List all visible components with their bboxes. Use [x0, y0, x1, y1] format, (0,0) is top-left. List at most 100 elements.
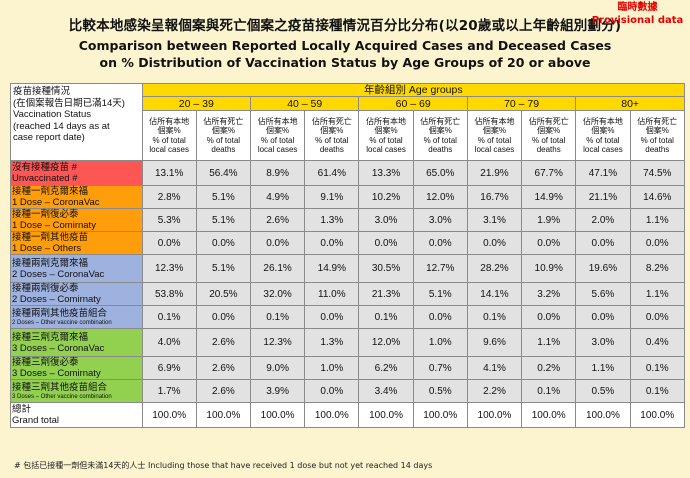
table-cell: 61.4%	[304, 160, 360, 186]
table-cell: 10.9%	[521, 254, 577, 283]
table-row: 接種兩劑克爾來福 2 Doses – CoronaVac 12.3% 5.1% 26.1…	[10, 254, 686, 283]
table-cell: 0.0%	[521, 305, 577, 329]
row-label-zh: 接種三劑其他疫苗組合	[12, 381, 108, 393]
status-header-line: case report date)	[13, 132, 85, 143]
table-cell: 0.1%	[466, 305, 523, 329]
table-cell: 100.0%	[412, 402, 468, 428]
subheader-line: deaths	[428, 145, 453, 154]
subheader-line: 個案%	[157, 126, 181, 135]
table-cell: 21.9%	[466, 160, 523, 186]
table-row: 接種一劑克爾來福 1 Dose – CoronaVac 2.8% 5.1% 4.9% 9.…	[10, 185, 686, 209]
table-cell: 1.9%	[521, 208, 577, 232]
page-title-zh: 比較本地感染呈報個案與死亡個案之疫苗接種情況百分比分布(以20歲或以上年齡組別劃…	[68, 18, 622, 34]
provisional-label: 臨時數據 Provisional data	[590, 1, 685, 27]
table-cell: 6.2%	[358, 356, 414, 380]
table-cell: 0.0%	[412, 305, 468, 329]
table-row: 接種兩劑其他疫苗組合 2 Doses – Other vaccine combin…	[10, 305, 686, 329]
status-header-line: (reached 14 days as at	[13, 120, 110, 132]
table-cell: 0.0%	[521, 231, 577, 255]
row-label-zh: 總計	[12, 404, 32, 415]
table-cell: 12.3%	[141, 254, 197, 283]
table-cell: 0.1%	[521, 379, 577, 403]
deaths-subheader: 佔所有死亡 個案%% of total deaths	[304, 110, 360, 161]
row-label-zh: 接種三劑復必泰	[12, 357, 79, 368]
row-label-zh: 接種兩劑復必泰	[12, 283, 79, 294]
table-cell: 3.0%	[412, 208, 468, 232]
table-cell: 21.1%	[575, 185, 631, 209]
table-cell: 67.7%	[521, 160, 577, 186]
age-group-header: 70 – 79	[466, 96, 577, 111]
table-cell: 2.6%	[195, 328, 252, 357]
table-cell: 100.0%	[304, 402, 360, 428]
table-cell: 5.1%	[195, 208, 252, 232]
table-cell: 100.0%	[358, 402, 414, 428]
table-cell: 2.6%	[195, 379, 252, 403]
subheader-line: 佔所有本地	[257, 116, 298, 126]
subheader-line: 個案%	[482, 126, 507, 135]
row-label-zh: 接種兩劑其他疫苗組合	[12, 307, 108, 319]
table-cell: 3.4%	[358, 379, 414, 403]
row-label-en: Grand total	[12, 415, 59, 426]
row-label-en: 1 Dose – Others	[12, 243, 82, 254]
table-row: 接種三劑克爾來福 3 Doses – CoronaVac 4.0% 2.6% 12.3%…	[10, 328, 686, 357]
subheader-line: local cases	[257, 145, 298, 154]
subheader-line: 佔所有本地	[474, 116, 515, 126]
subheader-line: 佔所有死亡	[637, 116, 678, 126]
table-cell: 0.0%	[249, 231, 306, 255]
row-label-zh: 接種三劑克爾來福	[12, 331, 89, 343]
table-cell: 2.0%	[575, 208, 631, 232]
footnote-en: Including those that have received 1 dos…	[147, 461, 433, 470]
status-column-header: 疫苗接種情況 (在個案報告日期已滿14天) Vaccination Status…	[10, 83, 143, 161]
subheader-line: 佔所有本地	[366, 116, 407, 126]
table-cell: 0.0%	[412, 231, 468, 255]
subheader-line: local cases	[474, 145, 515, 154]
table-cell: 14.9%	[304, 254, 360, 283]
table-row: 接種三劑復必泰 3 Doses – Comirnaty 6.9% 2.6% 9.0% 1.…	[10, 356, 686, 380]
table-cell: 12.3%	[249, 328, 306, 357]
subheader-line: % of total	[423, 135, 457, 145]
row-label-zh: 接種一劑克爾來福	[12, 186, 89, 197]
table-cell: 14.9%	[521, 185, 577, 209]
table-cell: 28.2%	[466, 254, 523, 283]
table-cell: 12.0%	[412, 185, 468, 209]
table-cell: 65.0%	[412, 160, 468, 186]
table-cell: 0.0%	[304, 305, 360, 329]
table-cell: 3.1%	[466, 208, 523, 232]
table-cell: 5.1%	[195, 185, 252, 209]
table-cell: 2.6%	[195, 356, 252, 380]
table-cell: 1.1%	[629, 282, 686, 306]
table-cell: 1.3%	[304, 328, 360, 357]
deaths-subheader: 佔所有死亡 個案%% of total deaths	[412, 110, 468, 161]
row-label-en: 2 Doses – CoronaVac	[12, 268, 105, 280]
row-label-en: 1 Dose – CoronaVac	[12, 197, 100, 208]
table-cell: 56.4%	[195, 160, 252, 186]
table-cell: 0.0%	[304, 231, 360, 255]
row-label: 接種一劑其他疫苗 1 Dose – Others	[10, 231, 143, 255]
table-cell: 1.0%	[412, 328, 468, 357]
table-cell: 0.0%	[195, 305, 252, 329]
status-header-line: 疫苗接種情況	[13, 86, 71, 97]
status-header-line: Vaccination Status	[13, 109, 91, 120]
age-group-header: 40 – 59	[249, 96, 360, 111]
table-cell: 74.5%	[629, 160, 686, 186]
table-cell: 0.1%	[358, 305, 414, 329]
table-cell: 3.9%	[249, 379, 306, 403]
subheader-line: deaths	[319, 145, 344, 154]
row-label-en: 3 Doses – Comirnaty	[12, 368, 101, 379]
subheader-line: 個案%	[645, 126, 669, 135]
row-label-en: 3 Doses – Other vaccine combination	[12, 393, 112, 400]
row-label-en: 3 Doses – CoronaVac	[12, 342, 105, 354]
footnote-zh: # 包括已接種一劑但未滿14天的人士	[14, 461, 146, 470]
table-cell: 4.1%	[466, 356, 523, 380]
subheader-line: 個案%	[428, 126, 452, 135]
table-cell: 8.9%	[249, 160, 306, 186]
table-cell: 0.1%	[629, 356, 686, 380]
subheader-line: local cases	[583, 145, 623, 154]
table-cell: 0.0%	[358, 231, 414, 255]
table-cell: 9.1%	[304, 185, 360, 209]
page-title-en-line1: Comparison between Reported Locally Acqu…	[78, 38, 612, 53]
page-title-en-line2: on % Distribution of Vaccination Status …	[99, 55, 591, 70]
provisional-label-en: Provisional data	[591, 15, 684, 26]
table-cell: 2.6%	[249, 208, 306, 232]
table-cell: 0.7%	[412, 356, 468, 380]
